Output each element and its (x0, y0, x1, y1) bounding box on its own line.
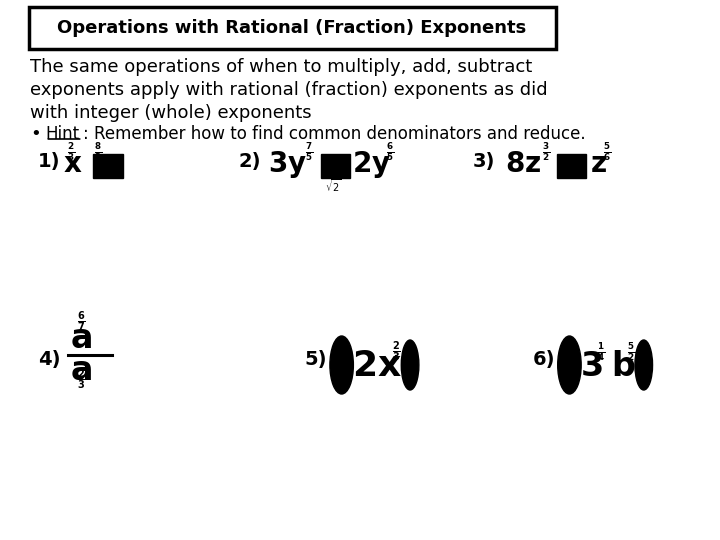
Text: $\mathbf{\frac{5}{6}}$: $\mathbf{\frac{5}{6}}$ (603, 141, 611, 163)
Text: $\mathit{\mathbf{8z}}$: $\mathit{\mathbf{8z}}$ (505, 150, 541, 178)
Text: $\mathit{\mathbf{a}}$: $\mathit{\mathbf{a}}$ (70, 321, 91, 354)
Bar (94, 154, 122, 178)
Text: $\mathbf{\frac{2}{3}}$: $\mathbf{\frac{2}{3}}$ (77, 368, 86, 392)
Text: $\mathit{\mathbf{b}}$: $\mathit{\mathbf{b}}$ (611, 349, 635, 382)
Text: $\mathbf{\frac{8}{3}}$: $\mathbf{\frac{8}{3}}$ (94, 141, 102, 163)
Text: 1): 1) (37, 152, 60, 172)
Text: $\mathit{\mathbf{x}}$: $\mathit{\mathbf{x}}$ (63, 150, 83, 178)
Text: with integer (whole) exponents: with integer (whole) exponents (30, 104, 311, 122)
Text: •: • (30, 125, 40, 143)
Text: $\mathbf{\frac{6}{7}}$: $\mathbf{\frac{6}{7}}$ (77, 310, 86, 334)
Text: : Remember how to find common denominators and reduce.: : Remember how to find common denominato… (83, 125, 585, 143)
Text: Hint: Hint (45, 125, 79, 143)
Text: $\mathbf{\frac{2}{3}}$: $\mathbf{\frac{2}{3}}$ (67, 141, 75, 163)
Text: The same operations of when to multiply, add, subtract: The same operations of when to multiply,… (30, 58, 532, 76)
Text: $\mathit{\mathbf{2y}}$: $\mathit{\mathbf{2y}}$ (352, 148, 391, 179)
Bar (557, 154, 586, 178)
Text: $\sqrt{2}$: $\sqrt{2}$ (325, 178, 341, 194)
Text: 4): 4) (37, 350, 60, 369)
Ellipse shape (401, 340, 419, 390)
Text: exponents apply with rational (fraction) exponents as did: exponents apply with rational (fraction)… (30, 81, 547, 99)
Text: 5): 5) (305, 350, 327, 369)
Ellipse shape (635, 340, 652, 390)
Text: $\mathbf{\frac{3}{2}}$: $\mathbf{\frac{3}{2}}$ (542, 141, 550, 163)
Text: $\mathbf{\frac{5}{2}}$: $\mathbf{\frac{5}{2}}$ (627, 341, 635, 363)
Text: $\mathit{\mathbf{3}}$: $\mathit{\mathbf{3}}$ (580, 349, 603, 382)
Text: $\mathbf{\frac{7}{5}}$: $\mathbf{\frac{7}{5}}$ (305, 141, 313, 163)
Ellipse shape (558, 336, 581, 394)
FancyBboxPatch shape (29, 7, 556, 49)
Text: 2): 2) (239, 152, 261, 172)
Text: Operations with Rational (Fraction) Exponents: Operations with Rational (Fraction) Expo… (57, 19, 526, 37)
Text: 6): 6) (532, 350, 555, 369)
Text: 3): 3) (472, 152, 495, 172)
Text: $\mathit{\mathbf{a}}$: $\mathit{\mathbf{a}}$ (70, 354, 91, 387)
Text: $\mathit{\mathbf{3y}}$: $\mathit{\mathbf{3y}}$ (269, 148, 307, 179)
Ellipse shape (330, 336, 354, 394)
Text: $\mathit{\mathbf{z}}$: $\mathit{\mathbf{z}}$ (590, 150, 607, 178)
Text: $\mathit{\mathbf{2x}}$: $\mathit{\mathbf{2x}}$ (352, 349, 402, 383)
Text: $\mathbf{\frac{1}{4}}$: $\mathbf{\frac{1}{4}}$ (597, 341, 605, 363)
Bar (321, 154, 351, 178)
Text: $\mathbf{\frac{6}{5}}$: $\mathbf{\frac{6}{5}}$ (386, 141, 394, 163)
Text: $\mathbf{\frac{2}{3}}$: $\mathbf{\frac{2}{3}}$ (392, 340, 401, 364)
